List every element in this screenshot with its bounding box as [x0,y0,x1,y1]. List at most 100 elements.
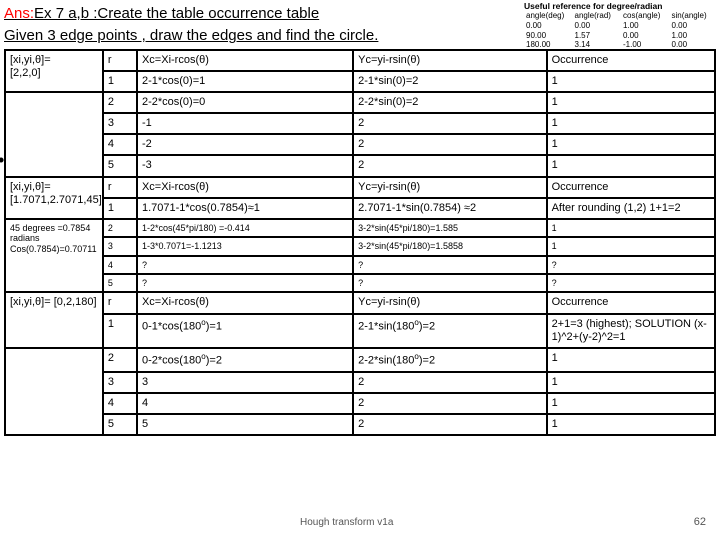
cell-o: 1 [547,414,715,435]
cell-r: 5 [103,155,137,176]
cell-o: 1 [547,71,715,92]
ref-cell: 0.00 [524,21,573,31]
head-r: r [103,50,137,71]
cell-yc: ? [353,274,546,292]
cell-r: 3 [103,237,137,255]
cell-yc: 2 [353,134,546,155]
table-section-2: [xi,yi,θ]= [1.7071,2.7071,45] r Xc=Xi-rc… [4,176,716,294]
head-xc: Xc=Xi-rcos(θ) [137,50,353,71]
cell-xc: -1 [137,113,353,134]
head-occ: Occurrence [547,50,715,71]
head-yc: Yc=yi-rsin(θ) [353,50,546,71]
cell-xc: 3 [137,372,353,393]
head-occ: Occurrence [547,292,715,313]
cell-r: 3 [103,372,137,393]
cell-r: 1 [103,314,137,348]
cell-yc: 2-2*sin(180o)=2 [353,348,546,372]
ref-heading: Useful reference for degree/radian [524,2,718,11]
cell-r: 2 [103,92,137,113]
ref-col: angle(rad) [573,11,622,21]
cell-yc: 2 [353,113,546,134]
cell-yc: 2 [353,372,546,393]
cell-r: 4 [103,393,137,414]
ref-cell: 180.00 [524,40,573,50]
cell-o: 1 [547,113,715,134]
left-label: [xi,yi,θ]= [1.7071,2.7071,45] [5,177,103,219]
cell-xc: 1-3*0.7071=-1.1213 [137,237,353,255]
ref-cell: 3.14 [573,40,622,50]
cell-yc: 2 [353,393,546,414]
head-yc: Yc=yi-rsin(θ) [353,292,546,313]
cell-xc: 0-2*cos(180o)=2 [137,348,353,372]
bullet-icon: • [0,150,4,171]
ref-cell: 90.00 [524,31,573,41]
cell-r: 5 [103,414,137,435]
ref-cell: 1.57 [573,31,622,41]
table-section-3: [xi,yi,θ]= [0,2,180] r Xc=Xi-rcos(θ) Yc=… [4,291,716,436]
cell-xc: 1-2*cos(45*pi/180) =-0.414 [137,219,353,237]
cell-r: 4 [103,134,137,155]
left-label: 45 degrees =0.7854 radians Cos(0.7854)=0… [5,219,103,292]
ref-table: angle(deg) angle(rad) cos(angle) sin(ang… [524,11,718,49]
cell-o: 2+1=3 (highest); SOLUTION (x-1)^2+(y-2)^… [547,314,715,348]
cell-o: 1 [547,237,715,255]
footer-text: Hough transform v1a [300,517,393,528]
cell-yc: 2-1*sin(180o)=2 [353,314,546,348]
cell-yc: ? [353,256,546,274]
cell-xc: -2 [137,134,353,155]
cell-xc: 0-1*cos(180o)=1 [137,314,353,348]
cell-yc: 2-1*sin(0)=2 [353,71,546,92]
title-rest: Ex 7 a,b :Create the table occurrence ta… [34,5,319,22]
cell-yc: 2.7071-1*sin(0.7854) ≈2 [353,198,546,219]
cell-o: ? [547,274,715,292]
head-xc: Xc=Xi-rcos(θ) [137,292,353,313]
ref-col: cos(angle) [621,11,670,21]
cell-r: 1 [103,71,137,92]
ref-cell: 0.00 [670,21,719,31]
cell-xc: 2-1*cos(0)=1 [137,71,353,92]
ans-label: Ans: [4,5,34,22]
cell-o: 1 [547,372,715,393]
cell-o: 1 [547,92,715,113]
cell-yc: 2 [353,155,546,176]
table-section-1: [xi,yi,θ]=[2,2,0] r Xc=Xi-rcos(θ) Yc=yi-… [4,49,716,178]
ref-cell: 0.00 [621,31,670,41]
ref-cell: 1.00 [670,31,719,41]
cell-o: 1 [547,348,715,372]
cell-o: After rounding (1,2) 1+1=2 [547,198,715,219]
left-blank [5,348,103,435]
head-yc: Yc=yi-rsin(θ) [353,177,546,198]
cell-o: 1 [547,393,715,414]
cell-r: 5 [103,274,137,292]
cell-o: 1 [547,155,715,176]
reference-box: Useful reference for degree/radian angle… [524,2,718,50]
ref-cell: -1.00 [621,40,670,50]
cell-xc: 4 [137,393,353,414]
page-number: 62 [694,516,706,528]
cell-xc: 1.7071-1*cos(0.7854)≈1 [137,198,353,219]
cell-o: 1 [547,134,715,155]
cell-xc: ? [137,274,353,292]
cell-yc: 2-2*sin(0)=2 [353,92,546,113]
cell-r: 4 [103,256,137,274]
cell-o: ? [547,256,715,274]
head-r: r [103,292,137,313]
head-r: r [103,177,137,198]
cell-r: 2 [103,219,137,237]
head-xc: Xc=Xi-rcos(θ) [137,177,353,198]
ref-col: sin(angle) [670,11,719,21]
cell-r: 3 [103,113,137,134]
ref-cell: 0.00 [573,21,622,31]
cell-r: 1 [103,198,137,219]
cell-o: 1 [547,219,715,237]
cell-yc: 3-2*sin(45*pi/180)=1.5858 [353,237,546,255]
left-label: [xi,yi,θ]=[2,2,0] [5,50,103,92]
left-label: [xi,yi,θ]= [0,2,180] [5,292,103,348]
cell-xc: 2-2*cos(0)=0 [137,92,353,113]
left-blank [5,92,103,177]
cell-yc: 2 [353,414,546,435]
cell-xc: -3 [137,155,353,176]
ref-col: angle(deg) [524,11,573,21]
cell-r: 2 [103,348,137,372]
cell-xc: ? [137,256,353,274]
